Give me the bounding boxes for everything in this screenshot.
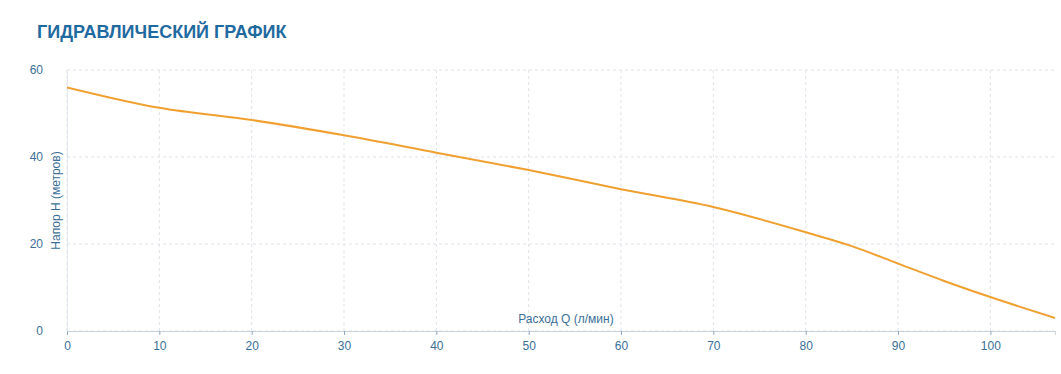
- x-tick-mark: [529, 331, 530, 335]
- grid-line-y: [67, 157, 1055, 158]
- x-tick-label: 90: [892, 339, 906, 353]
- x-tick-mark: [67, 331, 68, 335]
- grid: [67, 70, 1055, 331]
- x-tick: 80: [800, 331, 814, 353]
- grid-line-x: [898, 70, 899, 331]
- y-tick-label: 0: [36, 324, 43, 338]
- x-tick-label: 10: [153, 339, 167, 353]
- x-tick: 60: [615, 331, 629, 353]
- x-tick: 30: [338, 331, 352, 353]
- y-tick-label: 20: [30, 237, 44, 251]
- x-tick-mark: [898, 331, 899, 335]
- x-tick-mark: [806, 331, 807, 335]
- x-tick-label: 80: [800, 339, 814, 353]
- y-axis-title: Напор H (метров): [49, 151, 63, 249]
- x-tick-label: 50: [523, 339, 537, 353]
- grid-line-x: [805, 70, 806, 331]
- grid-line-x: [436, 70, 437, 331]
- grid-line-x: [67, 70, 68, 331]
- x-axis-title: Расход Q (л/мин): [518, 312, 613, 326]
- grid-line-x: [159, 70, 160, 331]
- x-tick-label: 0: [64, 339, 71, 353]
- x-tick: 20: [245, 331, 259, 353]
- x-tick: 40: [430, 331, 444, 353]
- grid-line-x: [528, 70, 529, 331]
- title: ГИДРАВЛИЧЕСКИЙ ГРАФИК: [37, 21, 288, 42]
- grid-line-y: [67, 244, 1055, 245]
- chart: ГИДРАВЛИЧЕСКИЙ ГРАФИК 0 10 20 30 40 50 60 70 80 90…: [0, 0, 1061, 374]
- x-tick-label: 30: [338, 339, 352, 353]
- grid-line-y: [67, 70, 1055, 71]
- grid-line-x: [621, 70, 622, 331]
- x-tick: 90: [892, 331, 906, 353]
- x-tick: 0: [64, 331, 71, 353]
- x-tick-mark: [621, 331, 622, 335]
- x-tick-mark: [713, 331, 714, 335]
- x-tick-label: 100: [981, 339, 1001, 353]
- x-tick: 50: [523, 331, 537, 353]
- x-tick-mark: [990, 331, 991, 335]
- grid-line-x: [251, 70, 252, 331]
- x-tick-label: 70: [707, 339, 721, 353]
- x-tick-mark: [436, 331, 437, 335]
- line: [67, 87, 1055, 318]
- x-tick-mark: [344, 331, 345, 335]
- x-tick-mark: [252, 331, 253, 335]
- y-axis-line: [67, 71, 68, 332]
- y-tick: 60: [30, 63, 67, 77]
- x-axis-line: [68, 332, 1056, 336]
- y-axis: 0 20 40 60: [30, 63, 68, 338]
- y-tick: 0: [36, 324, 67, 338]
- y-tick-label: 60: [30, 63, 44, 77]
- plot-area: [67, 87, 1055, 318]
- x-tick: 10: [153, 331, 167, 353]
- x-tick-label: 40: [430, 339, 444, 353]
- x-tick: 100: [981, 331, 1001, 353]
- x-tick-label: 20: [245, 339, 259, 353]
- x-tick: 70: [707, 331, 721, 353]
- x-tick-label: 60: [615, 339, 629, 353]
- grid-line-x: [990, 70, 991, 331]
- y-tick-label: 40: [30, 150, 44, 164]
- grid-line-x: [344, 70, 345, 331]
- grid-line-x: [713, 70, 714, 331]
- x-axis: 0 10 20 30 40 50 60 70 80 90 100: [64, 331, 1055, 353]
- x-tick-mark: [159, 331, 160, 335]
